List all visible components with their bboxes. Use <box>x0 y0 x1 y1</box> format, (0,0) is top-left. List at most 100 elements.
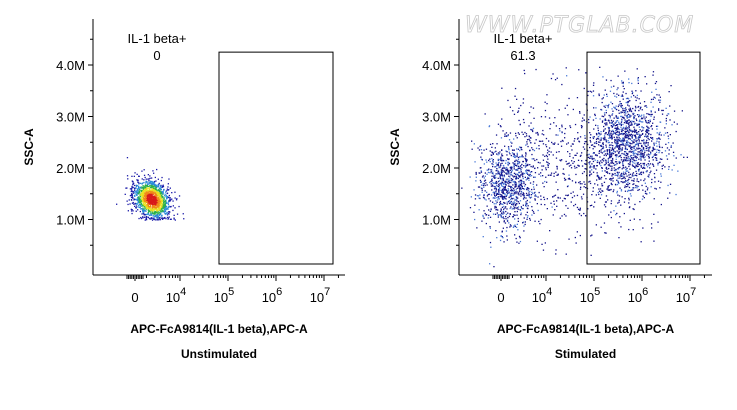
data-point <box>653 198 655 200</box>
data-point <box>505 132 508 134</box>
data-point <box>500 215 502 217</box>
data-point <box>610 134 612 137</box>
data-point <box>488 159 490 162</box>
data-point <box>504 183 506 185</box>
data-point <box>515 175 517 177</box>
data-point <box>642 189 644 191</box>
data-point <box>515 159 517 161</box>
data-point <box>604 118 606 120</box>
data-point <box>658 151 660 154</box>
data-point <box>496 201 498 203</box>
data-point <box>133 199 135 201</box>
data-point <box>156 209 158 211</box>
data-point <box>569 153 571 155</box>
data-point <box>132 210 134 212</box>
data-point <box>500 159 502 162</box>
data-point <box>513 156 516 158</box>
data-point <box>140 201 142 203</box>
data-point <box>628 182 631 185</box>
data-point <box>650 101 652 103</box>
data-point <box>144 195 146 198</box>
data-point <box>650 223 653 225</box>
data-point <box>656 145 658 147</box>
data-point <box>660 134 662 136</box>
data-point <box>496 197 498 199</box>
data-point <box>590 91 593 93</box>
data-point <box>627 153 629 155</box>
data-point <box>509 185 511 187</box>
data-point <box>147 209 149 211</box>
data-point <box>157 215 159 218</box>
data-point <box>590 254 592 256</box>
data-point <box>621 94 623 96</box>
data-point <box>134 191 137 193</box>
data-point <box>610 156 612 159</box>
data-point <box>493 175 495 177</box>
data-point <box>614 170 616 172</box>
data-point <box>617 75 619 77</box>
data-point <box>609 137 611 139</box>
data-point <box>519 149 521 152</box>
data-point <box>591 155 593 157</box>
data-point <box>638 138 640 141</box>
data-point <box>669 183 672 185</box>
data-point <box>634 122 636 124</box>
data-point <box>501 171 503 173</box>
data-point <box>643 162 646 165</box>
data-point <box>478 172 480 174</box>
data-point <box>661 168 663 170</box>
data-point <box>628 108 630 110</box>
data-point <box>147 195 149 197</box>
data-point <box>624 198 626 200</box>
data-point <box>614 164 617 166</box>
data-point <box>620 189 623 191</box>
data-point <box>146 192 148 194</box>
data-point <box>620 172 623 175</box>
data-point <box>524 176 526 178</box>
data-point <box>139 206 141 209</box>
data-point <box>145 201 147 203</box>
data-point <box>667 137 670 140</box>
data-point <box>637 165 639 167</box>
data-point <box>501 185 503 187</box>
data-point <box>608 132 610 134</box>
data-point <box>149 180 152 182</box>
data-point <box>515 181 517 184</box>
data-point <box>149 196 151 198</box>
data-point <box>589 157 591 159</box>
data-point <box>637 189 639 191</box>
data-point <box>597 184 599 186</box>
data-point <box>143 209 146 211</box>
data-point <box>589 90 591 92</box>
data-point <box>645 116 647 118</box>
data-point <box>627 116 629 118</box>
data-point <box>616 146 618 148</box>
data-point <box>593 136 595 138</box>
data-point <box>607 142 609 144</box>
data-point <box>517 229 519 231</box>
data-point <box>580 196 583 198</box>
data-point <box>644 190 647 192</box>
data-point <box>151 193 153 195</box>
data-point <box>504 187 506 190</box>
data-point <box>489 210 492 212</box>
data-point <box>579 209 581 211</box>
data-point <box>651 181 653 184</box>
data-point <box>644 182 646 184</box>
data-point <box>144 219 146 221</box>
data-point <box>564 128 567 130</box>
data-point <box>160 207 162 209</box>
data-point <box>572 162 574 164</box>
data-point <box>620 126 622 128</box>
data-point <box>141 197 143 199</box>
data-point <box>647 163 649 165</box>
data-point <box>611 142 613 144</box>
data-point <box>623 181 625 183</box>
data-point <box>495 162 497 164</box>
data-point <box>652 147 655 150</box>
data-point <box>166 207 168 210</box>
data-point <box>150 186 152 188</box>
data-point <box>517 197 519 199</box>
data-point <box>598 94 600 97</box>
data-point <box>575 154 577 156</box>
